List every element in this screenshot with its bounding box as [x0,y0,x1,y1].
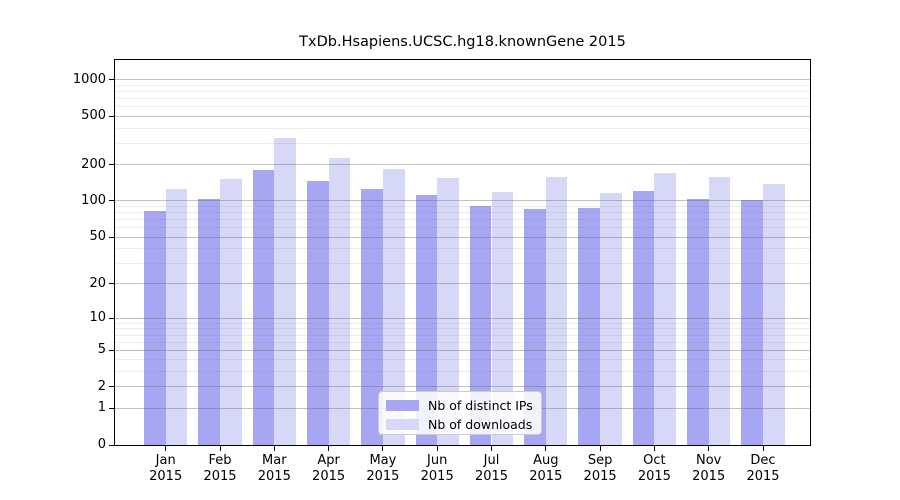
y-tick-mark [109,349,114,351]
y-tick-label: 200 [81,156,106,172]
bar-distinct-ips-may [361,188,383,445]
x-tick-mark [382,446,384,451]
legend-swatch-distinct-ips [386,400,419,411]
y-gridline-minor [115,142,810,144]
bar-downloads-dec [763,183,785,445]
bar-downloads-jun [437,177,459,445]
bar-distinct-ips-nov [687,198,709,445]
y-tick-mark [109,407,114,409]
bar-downloads-mar [274,138,296,445]
y-gridline-minor [115,97,810,99]
x-tick-label: Dec 2015 [746,453,780,484]
y-tick-mark [109,236,114,238]
y-tick-mark [109,200,114,202]
x-tick-label: Sep 2015 [583,453,617,484]
bar-downloads-aug [545,176,568,445]
bar-downloads-feb [220,178,242,445]
bar-distinct-ips-jan [144,211,166,445]
x-tick-mark [328,446,330,451]
y-tick-mark [109,79,114,81]
y-tick-label: 1 [97,400,106,416]
bar-distinct-ips-apr [306,181,329,445]
y-tick-mark [109,444,114,446]
x-tick-mark [491,446,492,451]
chart-title: TxDb.Hsapiens.UCSC.hg18.knownGene 2015 [299,34,626,50]
y-tick-label: 2 [97,378,106,394]
bar-downloads-sep [600,192,622,445]
x-tick-label: Feb 2015 [203,453,237,484]
x-tick-label: Jul 2015 [474,453,509,484]
x-tick-label: Jun 2015 [420,453,454,484]
y-tick-label: 10 [89,310,106,326]
bar-distinct-ips-jun [415,194,438,445]
y-gridline-minor [115,106,810,108]
y-gridline-major [115,115,810,117]
y-tick-mark [109,115,114,117]
x-tick-label: Apr 2015 [312,453,346,484]
legend-swatch-downloads [386,419,419,430]
y-tick-label: 0 [97,437,106,452]
x-tick-mark [545,446,547,451]
x-tick-mark [653,446,655,451]
bar-distinct-ips-dec [741,199,763,445]
x-tick-mark [708,446,710,451]
bar-distinct-ips-sep [578,207,601,445]
bar-distinct-ips-oct [632,191,655,445]
legend-entry-distinct-ips: Nb of distinct IPs [379,397,541,414]
bar-distinct-ips-aug [524,208,546,445]
y-tick-mark [109,386,114,388]
y-gridline-minor [115,84,810,86]
y-tick-label: 5 [97,342,106,358]
y-gridline-major [115,164,810,166]
y-gridline-major [115,79,810,81]
y-tick-mark [109,317,114,319]
bar-downloads-may [382,169,405,445]
x-tick-label: Nov 2015 [692,453,726,484]
y-tick-mark [109,283,114,285]
y-tick-label: 20 [89,275,106,291]
x-tick-mark [219,446,221,451]
y-tick-label: 1000 [72,71,106,87]
bar-downloads-apr [328,157,351,445]
legend: Nb of distinct IPs Nb of downloads [378,391,542,435]
y-tick-label: 100 [81,192,106,208]
legend-label-downloads: Nb of downloads [428,417,533,432]
bar-downloads-nov [708,176,731,445]
y-tick-mark [109,164,114,166]
x-tick-mark [762,446,764,451]
legend-entry-downloads: Nb of downloads [379,416,541,433]
y-gridline-minor [115,127,810,129]
x-tick-mark [436,446,438,451]
y-gridline-minor [115,90,810,92]
bar-downloads-oct [654,173,677,445]
bar-downloads-jan [165,189,188,445]
bar-distinct-ips-mar [252,170,275,445]
x-tick-mark [599,446,601,451]
x-tick-mark [165,446,167,451]
x-tick-mark [273,446,275,451]
x-tick-label: Oct 2015 [637,453,671,484]
bar-downloads-jul [491,192,514,445]
bar-distinct-ips-feb [198,198,220,445]
y-tick-label: 50 [89,229,106,245]
x-tick-label: Aug 2015 [529,453,563,484]
x-tick-label: Jan 2015 [149,453,183,484]
legend-label-distinct-ips: Nb of distinct IPs [428,398,533,413]
y-tick-label: 500 [81,108,106,124]
x-tick-label: Mar 2015 [257,453,291,484]
x-tick-label: May 2015 [366,453,400,484]
bar-distinct-ips-jul [469,205,492,445]
